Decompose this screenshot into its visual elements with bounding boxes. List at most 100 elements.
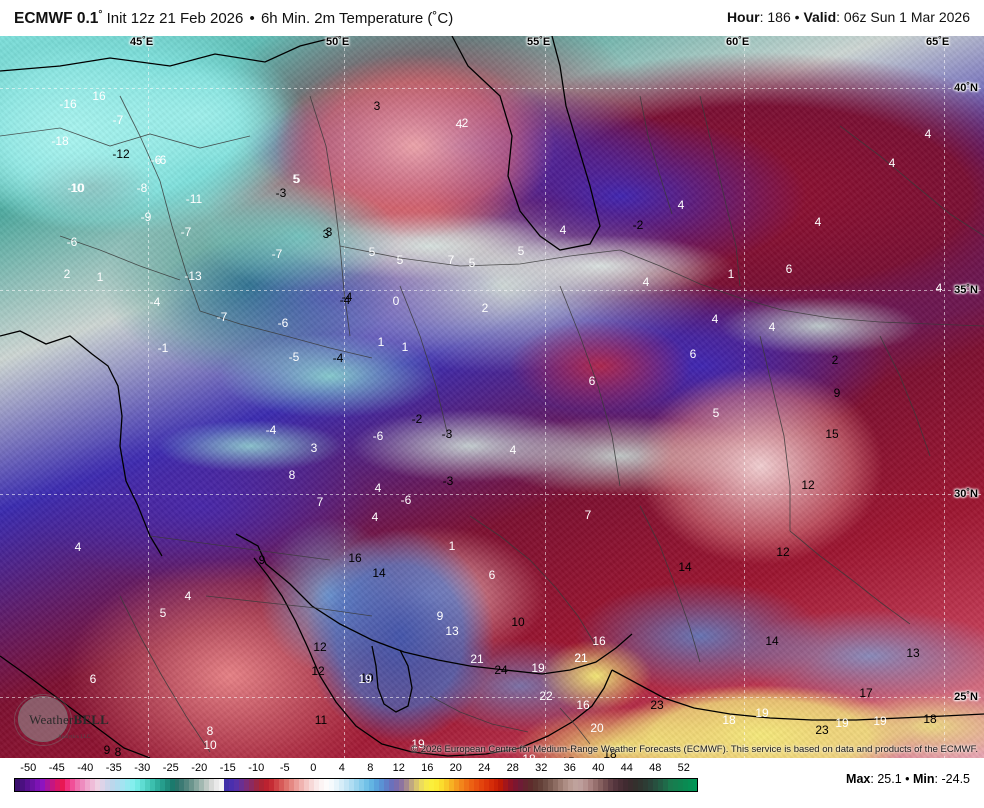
- colorbar-swatch: [438, 779, 444, 791]
- temperature-value-label: 21: [470, 652, 484, 666]
- colorbar-swatch: [378, 779, 384, 791]
- temperature-value-label: 5: [712, 406, 720, 420]
- temperature-value-label: 18: [923, 712, 937, 726]
- colorbar-swatch: [682, 779, 688, 791]
- hour-label: Hour: [726, 9, 760, 25]
- temperature-value-label: -4: [332, 351, 344, 365]
- valid-value: 06z Sun 1 Mar 2026: [843, 9, 970, 25]
- temperature-value-label: -1: [157, 341, 169, 355]
- minmax-readout: Max: 25.1 • Min: -24.5: [846, 772, 970, 786]
- page-title: ECMWF 0.1° Init 12z 21 Feb 2026 • 6h Min…: [14, 9, 453, 28]
- temperature-value-label: 1: [96, 270, 104, 284]
- colorbar-tick: -50: [20, 762, 37, 774]
- temperature-value-label: 2: [461, 116, 469, 130]
- colorbar-swatch: [448, 779, 454, 791]
- temperature-value-label: -16: [59, 97, 77, 111]
- temperature-value-label: 5: [368, 245, 376, 259]
- colorbar-swatch: [159, 779, 165, 791]
- temperature-value-label: -6: [372, 429, 384, 443]
- colorbar-swatch: [164, 779, 170, 791]
- temperature-value-label: 8: [114, 745, 122, 758]
- temperature-value-label: -13: [184, 269, 202, 283]
- colorbar-swatch: [533, 779, 539, 791]
- colorbar-swatch: [388, 779, 394, 791]
- colorbar-swatch: [528, 779, 534, 791]
- colorbar-tick: 52: [677, 762, 690, 774]
- temperature-value-label: 18: [522, 752, 535, 758]
- colorbar-swatch: [129, 779, 135, 791]
- colorbar-swatch: [194, 779, 200, 791]
- colorbar-tick: 32: [535, 762, 548, 774]
- colorbar-swatch: [319, 779, 325, 791]
- colorbar-swatch: [34, 779, 40, 791]
- temperature-value-label: 9: [833, 386, 841, 400]
- colorbar-swatch: [453, 779, 459, 791]
- forecast-meta: Hour: 186 • Valid: 06z Sun 1 Mar 2026: [726, 9, 970, 25]
- colorbar-swatch: [613, 779, 619, 791]
- colorbar-swatch: [264, 779, 270, 791]
- logo-word-weather: Weather: [29, 712, 74, 727]
- hour-value: 186: [767, 9, 791, 25]
- colorbar-swatch: [548, 779, 554, 791]
- colorbar-tick: 8: [367, 762, 374, 774]
- lon-label-55: 55˚E: [527, 36, 551, 48]
- colorbar-swatch: [24, 779, 30, 791]
- colorbar-swatch: [338, 779, 344, 791]
- temperature-value-label: -4: [265, 423, 277, 437]
- colorbar-swatch: [428, 779, 434, 791]
- temperature-value-label: 14: [372, 566, 386, 580]
- colorbar-swatch: [568, 779, 574, 791]
- colorbar-swatch: [692, 779, 697, 791]
- temperature-value-label: 3: [322, 227, 330, 241]
- temperature-value-label: -6: [155, 153, 167, 167]
- colorbar-swatch: [618, 779, 624, 791]
- colorbar-tick: -35: [105, 762, 122, 774]
- temperature-value-label: 4: [768, 320, 776, 334]
- temperature-value-label: 2: [481, 301, 489, 315]
- colorbar-swatch: [224, 779, 230, 791]
- temperature-value-label: -3: [441, 427, 453, 441]
- temperature-value-label: 16: [348, 551, 362, 565]
- colorbar-swatch: [234, 779, 240, 791]
- temperature-value-label: 3: [373, 99, 381, 113]
- colorbar-swatch: [523, 779, 529, 791]
- colorbar-gradient[interactable]: [14, 778, 698, 792]
- temperature-value-label: 15: [561, 755, 574, 758]
- temperature-value-label: 1: [727, 267, 735, 281]
- temperature-value-label: 12: [311, 664, 325, 678]
- temperature-value-label: 4: [814, 215, 822, 229]
- colorbar-swatch: [284, 779, 290, 791]
- colorbar-swatch: [393, 779, 399, 791]
- colorbar-swatch: [139, 779, 145, 791]
- temperature-value-label: -18: [51, 134, 69, 148]
- temperature-value-label: 7: [447, 253, 455, 267]
- temperature-value-label: 5: [159, 606, 167, 620]
- colorbar-swatch: [15, 779, 20, 791]
- colorbar-tick: 0: [310, 762, 317, 774]
- colorbar-swatch: [329, 779, 334, 791]
- colorbar-swatch: [94, 779, 100, 791]
- header-bar: ECMWF 0.1° Init 12z 21 Feb 2026 • 6h Min…: [0, 0, 984, 36]
- min-label: Min: [913, 772, 935, 786]
- max-value: 25.1: [877, 772, 902, 786]
- temperature-value-label: -7: [112, 113, 124, 127]
- temperature-value-label: -2: [632, 218, 644, 232]
- temperature-value-label: -6: [66, 235, 78, 249]
- colorbar-swatch: [408, 779, 414, 791]
- colorbar-swatch: [179, 779, 185, 791]
- colorbar-swatch: [74, 779, 80, 791]
- colorbar-swatch: [64, 779, 70, 791]
- colorbar-swatch: [667, 779, 673, 791]
- colorbar-swatch: [39, 779, 45, 791]
- temperature-value-label: 4: [935, 281, 943, 295]
- colorbar-swatch: [608, 779, 614, 791]
- minmax-bullet: •: [905, 772, 910, 786]
- init-time: Init 12z 21 Feb 2026: [106, 10, 244, 27]
- temperature-value-label: 21: [574, 651, 588, 665]
- map-canvas[interactable]: 45˚E 50˚E 55˚E 60˚E 65˚E 40˚N 35˚N 30˚N …: [0, 36, 984, 758]
- meta-bullet: •: [794, 9, 800, 25]
- colorbar-swatch: [458, 779, 464, 791]
- temperature-value-label: 16: [592, 634, 606, 648]
- temperature-value-label: 7: [584, 508, 592, 522]
